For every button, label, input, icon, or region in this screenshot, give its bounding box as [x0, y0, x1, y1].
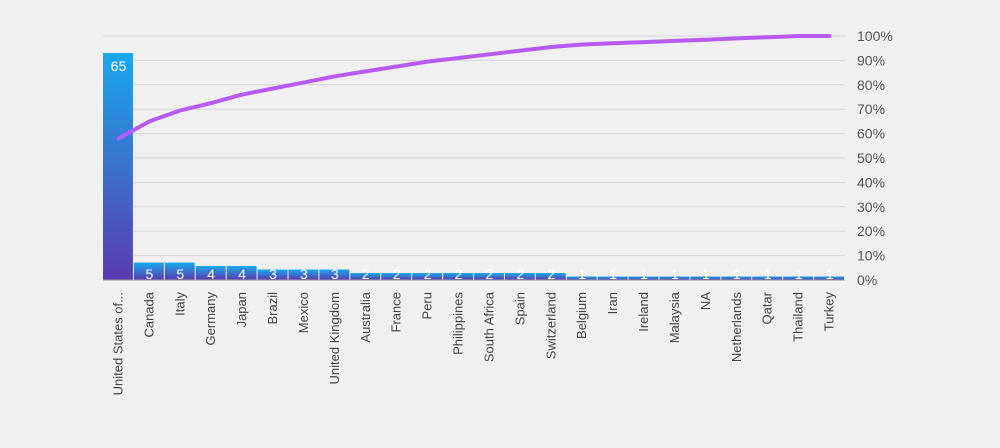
bar: [535, 273, 566, 280]
y-axis-percent-ticks: 0% 10% 20% 30% 40% 50% 60% 70% 80% 90% 100%: [857, 28, 893, 288]
bar: [566, 276, 597, 280]
data-label: 1: [826, 266, 834, 282]
data-label: 1: [702, 266, 710, 282]
x-tick-label: Belgium: [574, 292, 589, 339]
data-label: 3: [331, 266, 339, 282]
data-labels: 65 5 5 4 4 3 3 3 2 2 2 2 2 2 2 1 1 1 1 1 1 1 1 1: [111, 58, 834, 282]
y-tick-label: 20%: [857, 223, 885, 239]
data-label: 1: [578, 266, 586, 282]
bar: [319, 269, 350, 280]
data-label: 1: [733, 266, 741, 282]
y-tick-label: 10%: [857, 248, 885, 264]
data-label: 2: [486, 266, 494, 282]
data-label: 1: [764, 266, 772, 282]
x-tick-label: Canada: [141, 291, 156, 337]
x-tick-label: Mexico: [296, 292, 311, 333]
data-label: 3: [300, 266, 308, 282]
x-tick-label: Malaysia: [667, 291, 682, 343]
gridlines: [103, 35, 845, 281]
bar: [133, 262, 164, 280]
y-tick-label: 50%: [857, 150, 885, 166]
bar: [412, 273, 443, 280]
x-tick-label: Germany: [203, 292, 218, 346]
x-tick-label: Philippines: [451, 292, 466, 355]
x-tick-label: Italy: [172, 292, 187, 316]
y-tick-label: 30%: [857, 199, 885, 215]
bar: [443, 273, 473, 280]
y-tick-label: 0%: [857, 272, 877, 288]
bar: [814, 276, 844, 280]
bar: [164, 262, 195, 280]
x-tick-label: Spain: [512, 292, 527, 325]
bar: [226, 266, 257, 280]
bar: [381, 273, 412, 280]
data-label: 1: [640, 266, 648, 282]
x-tick-label: Japan: [234, 292, 249, 327]
x-tick-label: Netherlands: [729, 292, 744, 363]
data-label: 1: [609, 266, 617, 282]
data-label: 4: [207, 266, 215, 282]
bar: [288, 269, 319, 280]
bar: [350, 273, 381, 280]
bar: [257, 269, 288, 280]
x-axis-category-ticks: United States of... Canada Italy Germany Jap…: [110, 291, 836, 395]
y-tick-label: 40%: [857, 174, 885, 190]
bar: [752, 276, 783, 280]
bar: [195, 266, 226, 280]
data-label: 3: [269, 266, 277, 282]
data-label: 5: [176, 266, 184, 282]
bars: [103, 53, 844, 280]
data-label: 1: [795, 266, 803, 282]
x-tick-label: United Kingdom: [327, 292, 342, 385]
data-label: 2: [393, 266, 401, 282]
data-label: 4: [238, 266, 246, 282]
data-label: 2: [362, 266, 370, 282]
data-label: 2: [516, 266, 524, 282]
data-label: 2: [547, 266, 555, 282]
x-tick-label: South Africa: [481, 291, 496, 362]
y-tick-label: 90%: [857, 52, 885, 68]
x-tick-label: Thailand: [791, 292, 806, 342]
x-tick-label: Turkey: [822, 292, 837, 332]
data-label: 2: [455, 266, 463, 282]
x-tick-label: France: [389, 292, 404, 332]
x-tick-label: Ireland: [636, 292, 651, 332]
y-tick-label: 100%: [857, 28, 893, 44]
data-label: 5: [145, 266, 153, 282]
bar: [474, 273, 504, 280]
y-tick-label: 70%: [857, 101, 885, 117]
bar: [103, 53, 133, 280]
x-tick-label: Iran: [605, 292, 620, 314]
data-label: 1: [671, 266, 679, 282]
bar: [690, 276, 721, 280]
x-tick-label: Australia: [358, 291, 373, 342]
x-tick-label: United States of...: [110, 292, 125, 395]
x-tick-label: Brazil: [265, 292, 280, 325]
x-tick-label: Peru: [420, 292, 435, 319]
bar: [628, 276, 659, 280]
bar: [504, 273, 535, 280]
bar: [597, 276, 628, 280]
x-tick-label: NA: [698, 292, 713, 310]
x-tick-label: Qatar: [760, 291, 775, 324]
bar: [659, 276, 690, 280]
cumulative-percent-line: [116, 34, 832, 141]
y-tick-label: 60%: [857, 126, 885, 142]
bar: [721, 276, 752, 280]
y-tick-label: 80%: [857, 77, 885, 93]
data-label: 65: [111, 58, 127, 74]
x-tick-label: Switzerland: [543, 292, 558, 359]
bar: [783, 276, 814, 280]
data-label: 2: [424, 266, 432, 282]
